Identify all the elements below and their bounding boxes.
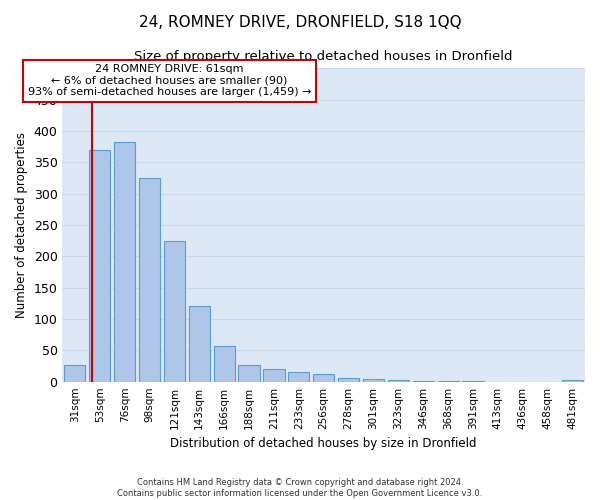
Title: Size of property relative to detached houses in Dronfield: Size of property relative to detached ho… <box>134 50 513 63</box>
Bar <box>263 369 284 382</box>
Bar <box>89 150 110 382</box>
Bar <box>164 240 185 382</box>
Bar <box>463 381 484 382</box>
Bar <box>139 178 160 382</box>
Bar <box>288 372 310 382</box>
Bar <box>413 381 434 382</box>
Text: Contains HM Land Registry data © Crown copyright and database right 2024.
Contai: Contains HM Land Registry data © Crown c… <box>118 478 482 498</box>
Bar <box>64 365 85 382</box>
Bar <box>214 346 235 382</box>
Bar <box>238 365 260 382</box>
Bar <box>189 306 210 382</box>
Text: 24, ROMNEY DRIVE, DRONFIELD, S18 1QQ: 24, ROMNEY DRIVE, DRONFIELD, S18 1QQ <box>139 15 461 30</box>
Bar <box>114 142 135 382</box>
X-axis label: Distribution of detached houses by size in Dronfield: Distribution of detached houses by size … <box>170 437 477 450</box>
Bar <box>363 378 384 382</box>
Bar <box>338 378 359 382</box>
Bar <box>388 380 409 382</box>
Y-axis label: Number of detached properties: Number of detached properties <box>15 132 28 318</box>
Bar <box>313 374 334 382</box>
Bar <box>562 380 583 382</box>
Bar <box>437 381 459 382</box>
Text: 24 ROMNEY DRIVE: 61sqm
← 6% of detached houses are smaller (90)
93% of semi-deta: 24 ROMNEY DRIVE: 61sqm ← 6% of detached … <box>28 64 311 98</box>
